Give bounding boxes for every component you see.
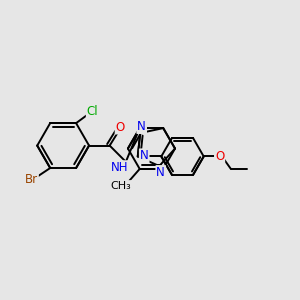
Text: NH: NH: [111, 161, 128, 174]
Text: N: N: [156, 166, 165, 179]
Text: Cl: Cl: [87, 106, 98, 118]
Text: Br: Br: [25, 173, 38, 186]
Text: N: N: [137, 120, 146, 133]
Text: N: N: [140, 149, 148, 162]
Text: CH₃: CH₃: [111, 181, 131, 191]
Text: O: O: [215, 150, 224, 163]
Text: O: O: [116, 121, 125, 134]
